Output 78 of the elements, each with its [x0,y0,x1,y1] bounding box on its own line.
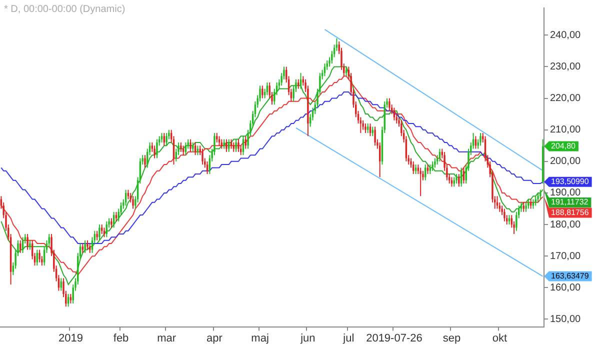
x-tick-label: feb [113,332,129,344]
x-tick-label: jul [342,332,354,344]
candlestick [216,132,218,143]
x-tick-label: sep [442,332,461,344]
candlestick [412,160,414,175]
candlestick [528,198,530,210]
candlestick [192,142,194,152]
x-tick-label: apr [206,332,223,344]
y-tick-label: 170,00 [550,250,582,262]
candlestick [166,132,168,146]
x-tick-label: jun [300,332,316,344]
candlestick [508,214,510,226]
y-tick-label: 160,00 [550,282,582,294]
x-tick-label: mar [157,332,176,344]
candlestick [26,234,28,250]
candlestick [504,208,506,222]
candlestick [238,138,240,152]
data-label: 163,63479 [551,272,590,280]
candlestick [456,174,458,184]
candlestick [180,142,182,152]
y-tick-label: 240,00 [550,30,582,41]
candlestick [60,278,62,292]
candlestick [537,192,539,203]
text: 204,80 [551,141,576,150]
candlestick [362,120,364,130]
y-tick-label: 180,00 [550,219,582,230]
candlestick [84,240,86,254]
candlestick [426,164,429,175]
candlestick [86,240,88,250]
data-label: 188,81756 [551,208,590,217]
candlestick [420,167,422,197]
candlestick [156,138,158,159]
x-tick-label: okt [492,332,508,344]
candlestick [144,154,146,168]
candlestick [226,138,228,152]
candlestick [82,242,84,254]
candlestick [89,242,91,254]
candlestick [70,293,72,304]
candlestick [434,158,436,168]
candlestick [458,174,460,188]
candlestick [29,240,31,250]
candlestick [38,249,40,263]
candlestick [100,224,103,234]
candlestick [98,224,100,241]
y-tick-label: 230,00 [550,61,582,72]
candlestick [202,148,204,166]
candlestick [525,202,527,212]
candlestick [235,138,237,152]
y-tick-label: 200,00 [550,156,582,168]
data-label: 191,11732 [551,198,589,207]
candlestick [429,164,432,175]
candlestick [232,142,235,152]
x-tick-label: maj [251,332,269,344]
candlestick [414,164,417,175]
candlestick [132,196,134,210]
candlestick [534,196,536,206]
candlestick [374,126,376,146]
y-tick-label: 190,00 [550,188,582,199]
candlestick [364,123,366,134]
x-tick-label: 2019 [58,332,83,344]
data-label: 193,50990 [551,177,590,186]
candlestick [366,123,369,134]
candlestick [388,98,390,112]
x-tick-label: 2019-07-26 [366,332,422,344]
y-tick-label: 150,00 [550,314,582,325]
candlestick [432,160,434,172]
candlestick [96,230,98,241]
chart-title: * D, 00:00-00:00 (Dynamic) [4,4,126,15]
candlestick [223,138,225,150]
candlestick [190,138,192,152]
candlestick [480,132,482,146]
candlestick [540,189,542,200]
y-tick-label: 210,00 [550,124,582,136]
y-tick-label: 220,00 [550,93,582,104]
candlestick [262,85,264,99]
candlestick [110,218,112,228]
candlestick [160,132,163,143]
candlestick [154,145,156,159]
